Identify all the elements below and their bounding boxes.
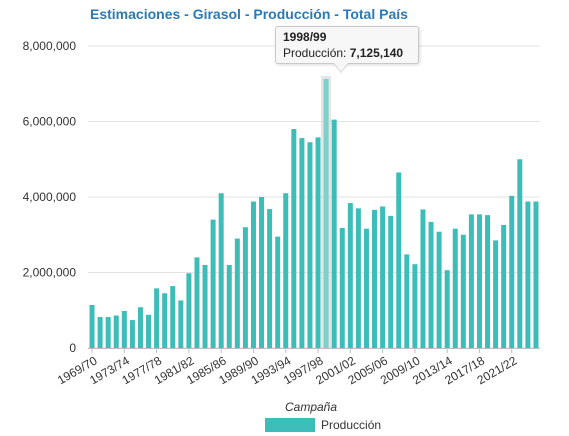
bar-1993-94[interactable] [283, 193, 289, 348]
y-tick-label: 6,000,000 [23, 115, 77, 129]
bar-1997-98[interactable] [315, 137, 321, 348]
bar-1973-74[interactable] [121, 311, 127, 348]
bar-2003-04[interactable] [363, 228, 369, 348]
bar-2004-05[interactable] [372, 209, 378, 348]
bar-2010-11[interactable] [420, 209, 426, 348]
bar-1969-70[interactable] [89, 304, 95, 348]
bar-1972-73[interactable] [113, 315, 119, 348]
y-tick-label: 0 [69, 341, 76, 355]
bar-1970-71[interactable] [97, 317, 103, 348]
tooltip-category: 1998/99 [283, 30, 327, 44]
bar-2011-12[interactable] [428, 221, 434, 348]
bar-1988-89[interactable] [242, 227, 248, 348]
bar-1991-92[interactable] [267, 209, 273, 348]
tooltip-pointer-fill [334, 63, 348, 72]
bar-2012-13[interactable] [436, 231, 442, 348]
chart-tooltip: 1998/99 Producción: 7,125,140 [275, 26, 419, 64]
bar-1983-84[interactable] [202, 264, 208, 348]
bar-2005-06[interactable] [380, 206, 386, 348]
bar-2020-21[interactable] [501, 224, 507, 348]
bar-2008-09[interactable] [404, 254, 410, 348]
x-axis-title: Campaña [285, 400, 337, 414]
bar-2018-19[interactable] [485, 215, 491, 348]
bar-2000-01[interactable] [339, 227, 345, 348]
chart-title: Estimaciones - Girasol - Producción - To… [90, 6, 408, 22]
bar-2023-24[interactable] [525, 201, 531, 348]
bar-2015-16[interactable] [460, 234, 466, 348]
bar-2001-02[interactable] [347, 203, 353, 348]
bar-1982-83[interactable] [194, 257, 200, 348]
bar-1971-72[interactable] [105, 317, 111, 348]
bar-1987-88[interactable] [234, 238, 240, 348]
bar-2017-18[interactable] [476, 214, 482, 348]
bar-2016-17[interactable] [468, 214, 474, 348]
bar-1975-76[interactable] [137, 307, 143, 348]
bar-1989-90[interactable] [250, 201, 256, 348]
bar-1978-79[interactable] [162, 293, 168, 348]
bar-2022-23[interactable] [517, 159, 523, 348]
tooltip-row: Producción: 7,125,140 [283, 45, 411, 61]
bar-2013-14[interactable] [444, 270, 450, 348]
bar-2007-08[interactable] [396, 172, 402, 348]
chart-legend[interactable]: Producción [265, 416, 381, 434]
bar-1981-82[interactable] [186, 273, 192, 348]
bar-1996-97[interactable] [307, 142, 313, 348]
y-tick-label: 2,000,000 [23, 266, 77, 280]
bar-1976-77[interactable] [146, 314, 152, 348]
tooltip-value: 7,125,140 [349, 46, 404, 60]
bar-1998-99[interactable] [323, 79, 329, 348]
bar-2006-07[interactable] [388, 215, 394, 348]
bar-2009-10[interactable] [412, 264, 418, 348]
bar-1985-86[interactable] [218, 193, 224, 348]
bar-1994-95[interactable] [291, 129, 297, 348]
bar-1986-87[interactable] [226, 264, 232, 348]
bar-1979-80[interactable] [170, 286, 176, 348]
bar-1992-93[interactable] [275, 236, 281, 348]
bar-2021-22[interactable] [509, 195, 515, 348]
bar-2019-20[interactable] [493, 240, 499, 348]
bar-1984-85[interactable] [210, 219, 216, 348]
bar-2002-03[interactable] [355, 208, 361, 348]
legend-label: Producción [321, 418, 382, 432]
bar-1974-75[interactable] [129, 320, 135, 348]
tooltip-series-label: Producción: [283, 46, 347, 60]
legend-swatch [265, 418, 315, 432]
bar-1999-00[interactable] [331, 119, 337, 348]
bar-1995-96[interactable] [299, 138, 305, 348]
bar-1977-78[interactable] [154, 288, 160, 348]
bar-1980-81[interactable] [178, 300, 184, 348]
bar-1990-91[interactable] [259, 197, 265, 348]
bar-2014-15[interactable] [452, 228, 458, 348]
y-tick-label: 8,000,000 [23, 39, 77, 53]
bar-2024-25[interactable] [533, 201, 539, 348]
y-tick-label: 4,000,000 [23, 190, 77, 204]
